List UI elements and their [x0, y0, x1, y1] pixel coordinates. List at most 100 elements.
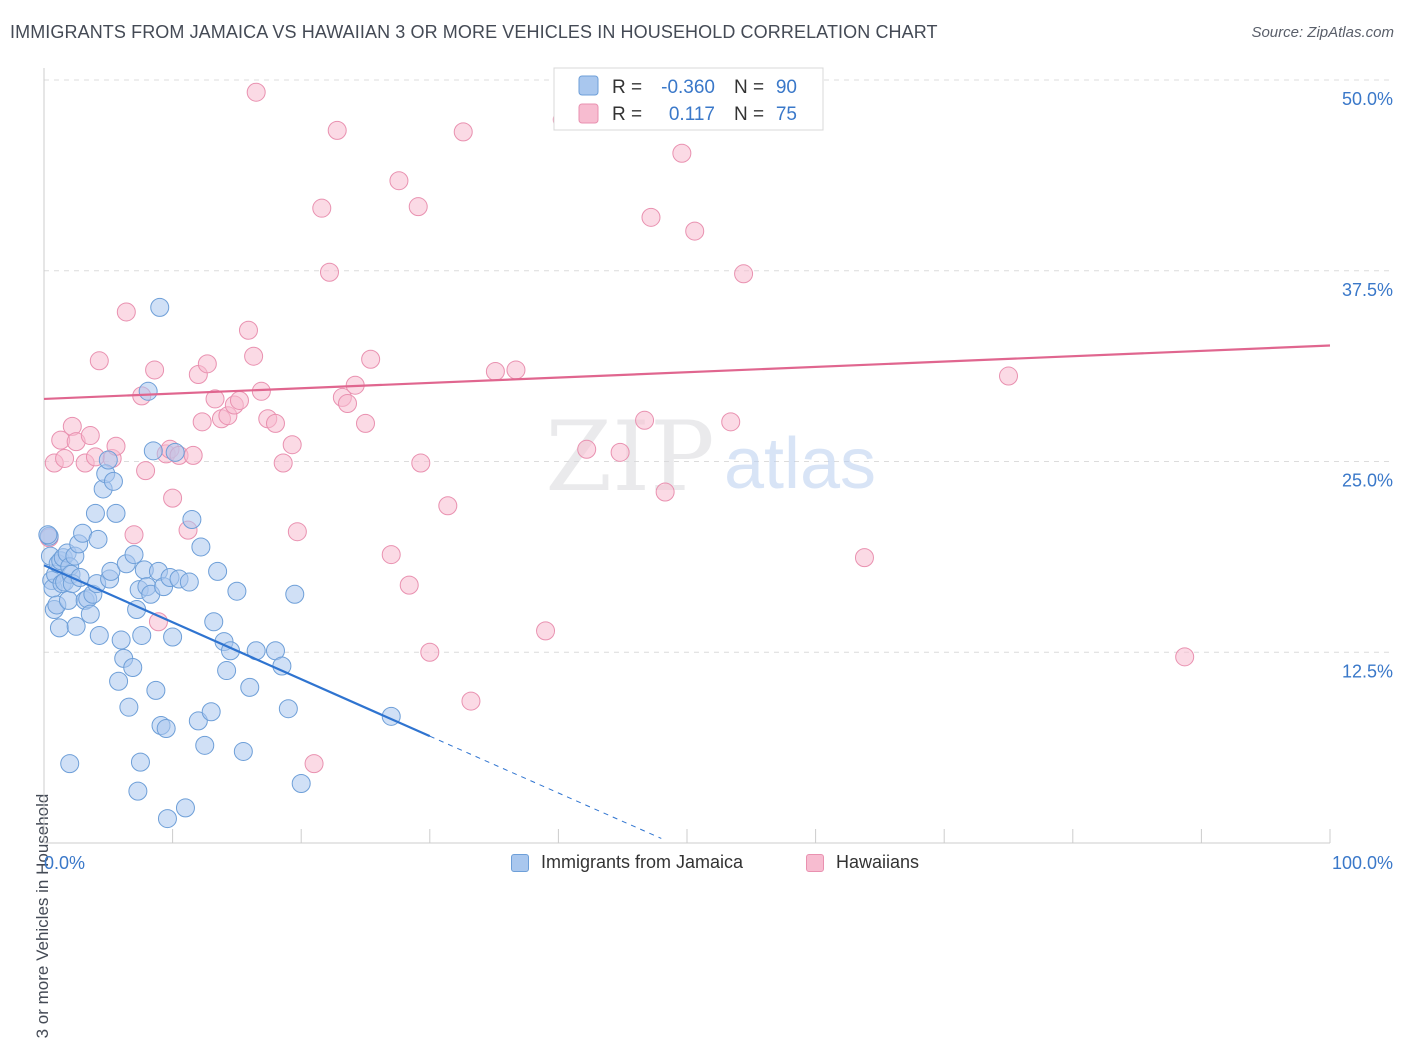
jamaica-point-82: [285, 584, 305, 604]
hawaiians-point-73: [999, 366, 1018, 386]
jamaica-point-68: [195, 735, 215, 755]
trend-lines: [43, 344, 1331, 839]
hawaiians-point-37: [273, 453, 293, 473]
hawaiians-point-75: [246, 82, 266, 102]
jamaica-trend-line: [43, 564, 431, 738]
jamaica-point-61: [163, 627, 183, 647]
hawaiians-point-56: [453, 122, 473, 142]
hawaiians-point-27: [205, 389, 225, 409]
legend-box: [553, 67, 824, 131]
hawaiians-point-32: [238, 320, 258, 340]
jamaica-point-77: [240, 677, 260, 697]
jamaica-point-66: [188, 711, 208, 731]
scatter-chart: ZIP atlas 12.5% 25.0% 37.5% 50.0% 0.0% 100.0%…: [38, 67, 1393, 873]
hawaiians-point-68: [685, 221, 705, 241]
jamaica-point-58: [156, 719, 176, 739]
legend-r-value-1: -0.360: [661, 77, 715, 98]
hawaiians-point-49: [381, 545, 401, 565]
hawaiians-point-15: [136, 461, 156, 481]
hawaiians-point-62: [577, 439, 597, 459]
jamaica-point-47: [132, 625, 152, 645]
chart-title: IMMIGRANTS FROM JAMAICA VS HAWAIIAN 3 OR…: [10, 22, 938, 42]
legend-swatch-hawaiians: [578, 103, 599, 124]
jamaica-point-64: [179, 572, 199, 592]
legend-label-jamaica: Immigrants from Jamaica: [541, 852, 744, 872]
hawaiians-point-13: [124, 525, 144, 545]
y-tick-label-0: 12.5%: [1342, 661, 1393, 681]
hawaiians-point-20: [163, 488, 183, 508]
hawaiians-point-70: [734, 264, 754, 284]
jamaica-point-69: [201, 702, 221, 722]
hawaiians-point-74: [1175, 647, 1195, 667]
hawaiians-point-34: [251, 381, 271, 401]
jamaica-point-65: [182, 509, 202, 529]
jamaica-trend-extension: [429, 735, 662, 839]
jamaica-point-52: [143, 441, 163, 461]
hawaiians-point-60: [536, 621, 556, 641]
legend-n-value-1: 90: [776, 77, 797, 98]
hawaiians-point-57: [461, 691, 481, 711]
jamaica-point-19: [66, 616, 86, 636]
y-tick-label-1: 25.0%: [1342, 471, 1393, 491]
hawaiians-point-43: [327, 120, 347, 140]
x-tick-label-1: 100.0%: [1332, 853, 1393, 873]
hawaiians-point-67: [672, 143, 692, 163]
hawaiians-point-53: [411, 453, 431, 473]
watermark-zip: ZIP: [545, 401, 714, 513]
jamaica-point-27: [85, 503, 105, 523]
jamaica-point-36: [103, 471, 123, 491]
hawaiians-point-54: [420, 642, 440, 662]
hawaiians-point-52: [408, 197, 428, 217]
hawaiians-point-72: [854, 548, 874, 568]
legend-n-label-1: N =: [734, 77, 764, 98]
legend-n-value-2: 75: [776, 104, 797, 125]
jamaica-point-33: [98, 450, 118, 470]
legend-top: R = -0.360 N = 90 R = 0.117 N = 75: [553, 67, 824, 131]
jamaica-point-53: [146, 680, 166, 700]
jamaica-point-42: [119, 697, 139, 717]
jamaica-point-55: [150, 297, 170, 317]
jamaica-point-73: [217, 661, 237, 681]
hawaiians-point-50: [389, 171, 409, 191]
hawaiians-point-7: [80, 426, 100, 446]
hawaiians-point-36: [265, 413, 285, 433]
legend-bottom: Immigrants from Jamaica Hawaiians: [0, 852, 1406, 878]
hawaiians-point-51: [399, 575, 419, 595]
jamaica-point-50: [138, 381, 158, 401]
jamaica-point-87: [128, 781, 148, 801]
jamaica-point-63: [175, 798, 195, 818]
hawaiians-point-31: [229, 390, 249, 410]
watermark-atlas: atlas: [724, 424, 876, 504]
jamaica-point-83: [291, 773, 311, 793]
hawaiians-point-16: [145, 360, 165, 380]
hawaiians-point-66: [655, 482, 675, 502]
hawaiians-point-40: [304, 754, 324, 774]
jamaica-point-71: [208, 561, 228, 581]
watermark: ZIP atlas: [545, 401, 876, 513]
hawaiians-point-65: [641, 207, 661, 227]
hawaiians-point-55: [438, 496, 458, 516]
jamaica-point-60: [165, 442, 185, 462]
jamaica-point-30: [89, 625, 109, 645]
legend-r-label-1: R =: [612, 77, 642, 98]
legend-r-value-2: 0.117: [669, 104, 715, 125]
hawaiians-point-12: [116, 302, 136, 322]
jamaica-points: [38, 297, 401, 829]
jamaica-point-89: [38, 525, 58, 545]
hawaiians-point-48: [361, 349, 381, 369]
legend-r-label-2: R =: [612, 104, 642, 125]
jamaica-point-85: [60, 754, 80, 774]
legend-swatch-hawaiians-bottom: [806, 853, 824, 872]
hawaiians-point-33: [244, 346, 264, 366]
legend-swatch-jamaica-bottom: [511, 853, 529, 872]
hawaiians-point-25: [192, 412, 212, 432]
legend-item-jamaica: Immigrants from Jamaica: [511, 852, 743, 873]
hawaiians-point-47: [356, 413, 375, 433]
jamaica-point-76: [233, 741, 253, 761]
jamaica-point-37: [106, 503, 126, 523]
jamaica-point-8: [49, 618, 69, 638]
hawaiians-point-41: [312, 198, 332, 218]
axes: [43, 68, 1331, 844]
hawaiians-point-42: [319, 262, 339, 282]
hawaiians-point-59: [506, 360, 526, 380]
